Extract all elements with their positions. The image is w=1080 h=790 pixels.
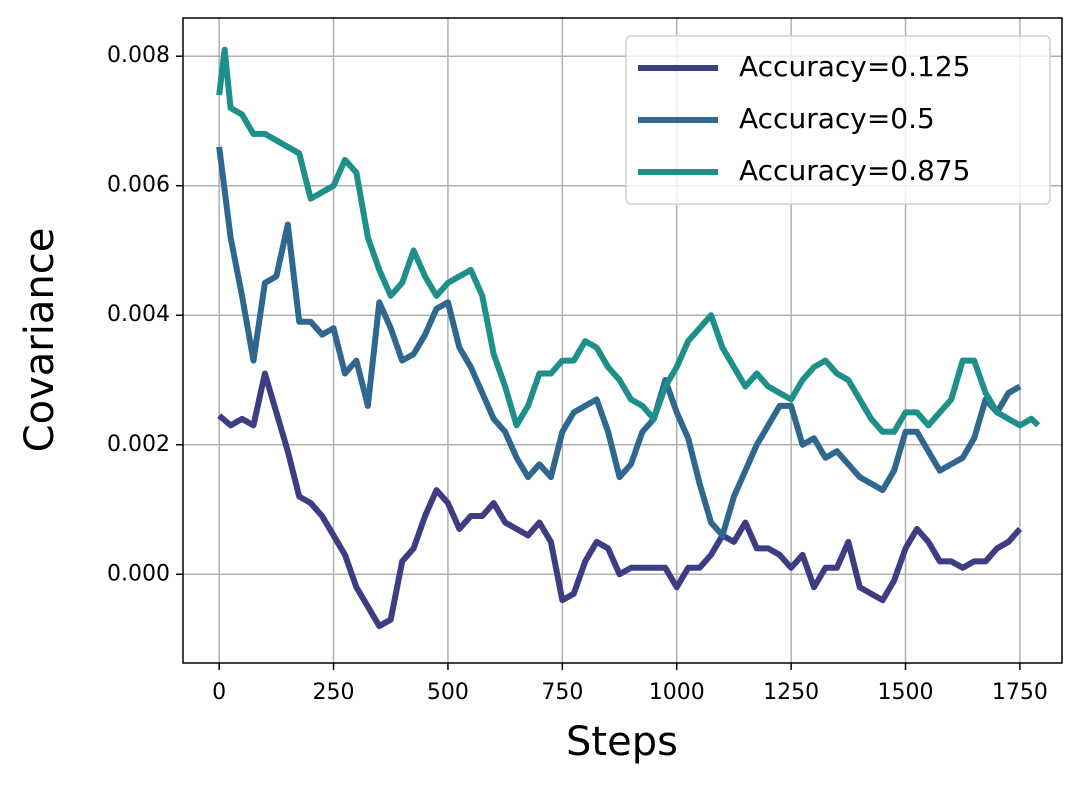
x-tick-label: 0 [212,680,226,705]
x-axis-label: Steps [566,719,678,765]
x-tick-label: 1500 [878,680,934,705]
legend-label: Accuracy=0.875 [739,154,970,187]
legend-box [625,35,1051,205]
plot-frame [182,17,1063,664]
x-tick-label: 250 [313,680,355,705]
y-tick-label: 0.004 [107,302,170,327]
y-tick-label: 0.006 [107,173,170,198]
series-line [216,146,1022,539]
legend-label: Accuracy=0.5 [739,102,935,135]
y-tick-label: 0.008 [107,43,170,68]
y-tick-label: 0.002 [107,432,170,457]
series-line [217,370,1023,630]
x-tick-label: 1000 [649,680,705,705]
x-tick-label: 750 [541,680,583,705]
y-tick-label: 0.000 [107,561,170,586]
x-tick-label: 500 [427,680,469,705]
x-tick-label: 1250 [763,680,819,705]
y-axis-label: Covariance [17,228,63,453]
series-line [216,46,1041,435]
legend-label: Accuracy=0.125 [739,50,970,83]
x-tick-label: 1750 [992,680,1048,705]
